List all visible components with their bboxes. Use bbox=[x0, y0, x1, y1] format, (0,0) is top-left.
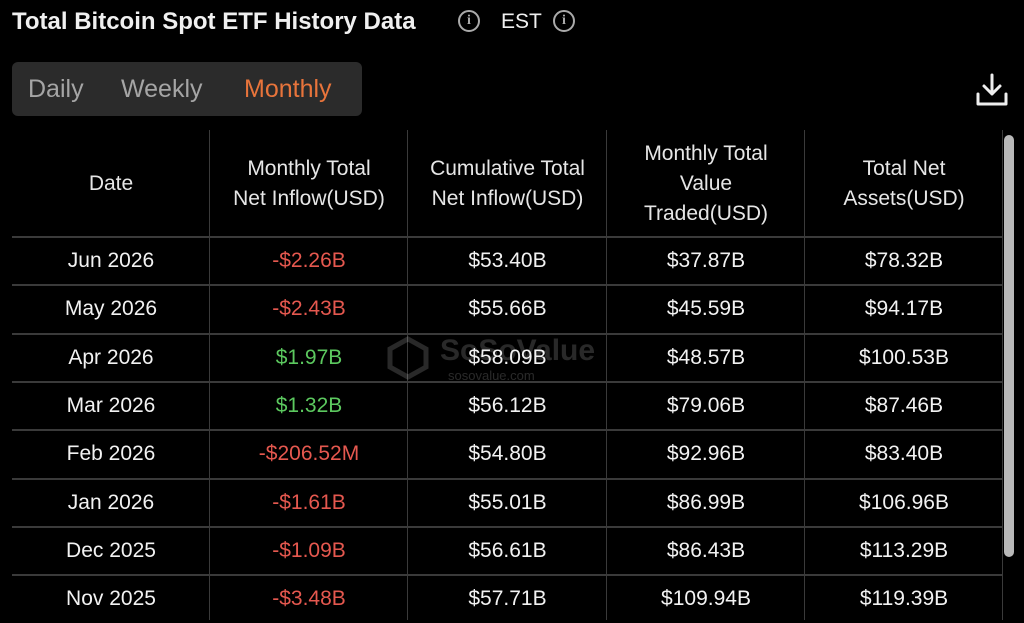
table-cell: Dec 2025 bbox=[66, 538, 156, 562]
table-cell: $94.17B bbox=[864, 297, 944, 321]
table-cell: $79.06B bbox=[666, 394, 746, 418]
header-line: Cumulative Total bbox=[430, 156, 585, 180]
column-header: Monthly Total Value Traded(USD) bbox=[607, 130, 805, 237]
column-divider bbox=[407, 130, 408, 620]
column-header: Date bbox=[12, 130, 210, 237]
table-cell: Mar 2026 bbox=[66, 394, 156, 418]
download-button[interactable] bbox=[974, 72, 1010, 108]
table-cell: $58.09B bbox=[468, 345, 547, 369]
table-cell: $55.66B bbox=[468, 297, 547, 321]
table-cell: $54.80B bbox=[468, 442, 547, 466]
tab[interactable]: Daily bbox=[28, 75, 84, 103]
table-cell: $53.40B bbox=[468, 249, 547, 273]
header-line: Total Net bbox=[862, 156, 946, 180]
tab[interactable]: Weekly bbox=[121, 75, 203, 103]
column-header: Cumulative Total Net Inflow(USD) bbox=[408, 130, 607, 237]
page-title: Total Bitcoin Spot ETF History Data bbox=[12, 8, 416, 35]
table-cell: $1.32B bbox=[275, 394, 343, 418]
tab[interactable]: Monthly bbox=[244, 75, 332, 103]
header-line: Date bbox=[88, 171, 134, 195]
header-line: Value bbox=[679, 171, 733, 195]
table-cell: $83.40B bbox=[864, 442, 944, 466]
row-divider bbox=[12, 380, 1003, 383]
table-cell: $113.29B bbox=[859, 538, 949, 562]
table-cell: $56.12B bbox=[468, 394, 547, 418]
table-cell: $92.96B bbox=[666, 442, 746, 466]
table-cell: $56.61B bbox=[468, 538, 547, 562]
table-cell: $86.99B bbox=[666, 490, 746, 514]
table-cell: $48.57B bbox=[666, 345, 746, 369]
table-cell: Jan 2026 bbox=[67, 490, 155, 514]
header-line: Net Inflow(USD) bbox=[233, 186, 385, 210]
table-cell: -$1.09B bbox=[272, 538, 346, 562]
table-cell: $109.94B bbox=[661, 587, 751, 611]
table-cell: $78.32B bbox=[864, 249, 944, 273]
info-icon[interactable]: i bbox=[553, 10, 575, 32]
header-line: Monthly Total bbox=[644, 141, 768, 165]
table-cell: -$2.26B bbox=[272, 249, 346, 273]
row-divider bbox=[12, 284, 1003, 287]
scrollbar[interactable] bbox=[1004, 135, 1014, 557]
row-divider bbox=[12, 332, 1003, 335]
info-icon[interactable]: i bbox=[458, 10, 480, 32]
table-cell: $55.01B bbox=[468, 490, 547, 514]
table-cell: $106.96B bbox=[859, 490, 949, 514]
tab-bar: Daily Weekly Monthly bbox=[12, 62, 362, 116]
column-divider bbox=[804, 130, 805, 620]
table-cell: $57.71B bbox=[468, 587, 547, 611]
timezone: EST bbox=[501, 10, 542, 33]
table-cell: -$2.43B bbox=[272, 297, 346, 321]
column-divider bbox=[209, 130, 210, 620]
table-cell: Apr 2026 bbox=[68, 345, 154, 369]
header-line: Assets(USD) bbox=[843, 186, 965, 210]
row-divider bbox=[12, 525, 1003, 528]
table-cell: $86.43B bbox=[666, 538, 746, 562]
table-cell: $87.46B bbox=[864, 394, 944, 418]
table-cell: May 2026 bbox=[64, 297, 158, 321]
table-cell: $37.87B bbox=[666, 249, 746, 273]
table-cell: $1.97B bbox=[275, 345, 343, 369]
row-divider bbox=[12, 574, 1003, 577]
header-line: Traded(USD) bbox=[643, 201, 769, 225]
column-divider bbox=[606, 130, 607, 620]
column-header: Total Net Assets(USD) bbox=[805, 130, 1003, 237]
table-cell: -$3.48B bbox=[272, 587, 346, 611]
row-divider bbox=[12, 236, 1003, 238]
table-cell: Feb 2026 bbox=[66, 442, 156, 466]
table-cell: -$206.52M bbox=[258, 442, 360, 466]
table-cell: Nov 2025 bbox=[66, 587, 156, 611]
header-line: Monthly Total bbox=[247, 156, 371, 180]
row-divider bbox=[12, 477, 1003, 480]
table-cell: -$1.61B bbox=[272, 490, 346, 514]
header-line: Net Inflow(USD) bbox=[431, 186, 584, 210]
column-header: Monthly Total Net Inflow(USD) bbox=[210, 130, 408, 237]
table-cell: $119.39B bbox=[859, 587, 949, 611]
table-cell: $100.53B bbox=[859, 345, 949, 369]
table-cell: $45.59B bbox=[666, 297, 746, 321]
row-divider bbox=[12, 429, 1003, 432]
column-divider bbox=[1002, 130, 1003, 620]
table-cell: Jun 2026 bbox=[67, 249, 155, 273]
